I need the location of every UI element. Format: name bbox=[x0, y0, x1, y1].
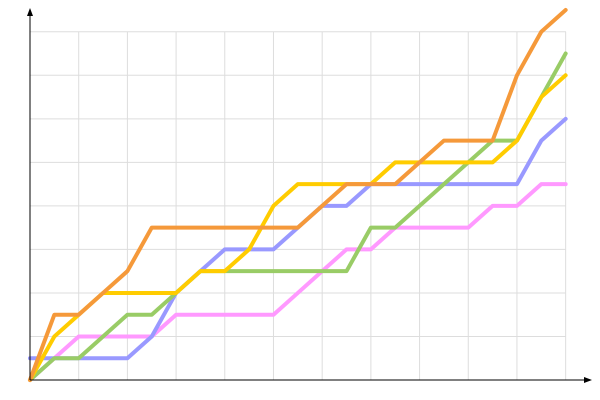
data-line bbox=[28, 73, 568, 382]
plot-area bbox=[28, 8, 568, 382]
axes bbox=[27, 8, 592, 383]
x-axis-arrow bbox=[584, 377, 592, 383]
data-line bbox=[28, 8, 568, 382]
data-line bbox=[28, 116, 568, 361]
data-line bbox=[28, 182, 568, 382]
y-axis-arrow bbox=[27, 8, 33, 16]
data-line bbox=[28, 51, 568, 382]
